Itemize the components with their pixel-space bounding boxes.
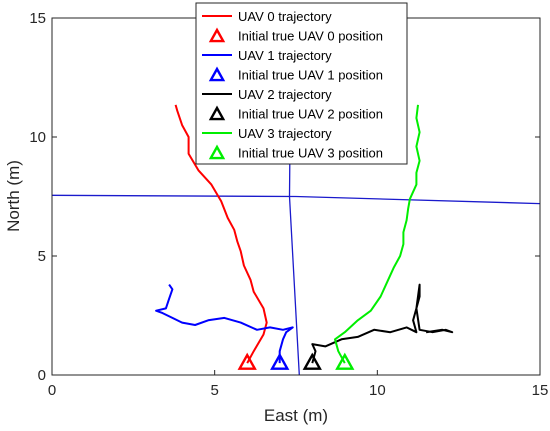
uav-0-initial-marker <box>237 352 257 370</box>
legend-marker-swatch <box>208 27 226 43</box>
x-axis-ticks: 0 5 10 15 <box>48 18 549 399</box>
y-tick-label: 15 <box>29 10 46 27</box>
y-axis-label: North (m) <box>4 160 23 232</box>
legend-entry-label: UAV 2 trajectory <box>238 87 332 102</box>
uav-2-initial-marker <box>302 352 322 370</box>
boundary-line-0 <box>51 194 541 205</box>
legend-entry-label: Initial true UAV 2 position <box>238 107 383 122</box>
legend: UAV 0 trajectory Initial true UAV 0 posit… <box>195 2 408 165</box>
uav-3-initial-marker <box>335 352 355 370</box>
x-axis-label: East (m) <box>264 406 328 425</box>
x-tick-label: 10 <box>369 382 386 399</box>
legend-marker-swatch <box>208 66 226 82</box>
y-tick-label: 5 <box>38 248 46 265</box>
x-tick-label: 15 <box>532 382 549 399</box>
legend-entry-label: UAV 1 trajectory <box>238 48 332 63</box>
initial-position-markers <box>237 352 355 370</box>
uav-1-initial-marker <box>270 352 290 370</box>
y-tick-label: 0 <box>38 367 46 384</box>
series-layer <box>155 104 454 364</box>
uav-2-trajectory-line <box>311 283 454 364</box>
legend-entry-label: Initial true UAV 0 position <box>238 29 383 44</box>
legend-entry-label: UAV 3 trajectory <box>238 126 332 141</box>
legend-entry-label: UAV 0 trajectory <box>238 9 332 24</box>
legend-marker-swatch <box>208 144 226 160</box>
uav-3-trajectory-line <box>334 104 421 364</box>
legend-entry-label: Initial true UAV 3 position <box>238 146 383 161</box>
legend-entry-label: Initial true UAV 1 position <box>238 68 383 83</box>
uav-1-trajectory-line <box>155 284 294 364</box>
y-axis-ticks: 0 5 10 15 <box>29 10 540 384</box>
x-tick-label: 5 <box>210 382 218 399</box>
legend-marker-swatch <box>208 105 226 121</box>
x-tick-label: 0 <box>48 382 56 399</box>
uav-0-trajectory-line <box>174 104 268 364</box>
y-tick-label: 10 <box>29 129 46 146</box>
legend-box <box>195 2 408 165</box>
